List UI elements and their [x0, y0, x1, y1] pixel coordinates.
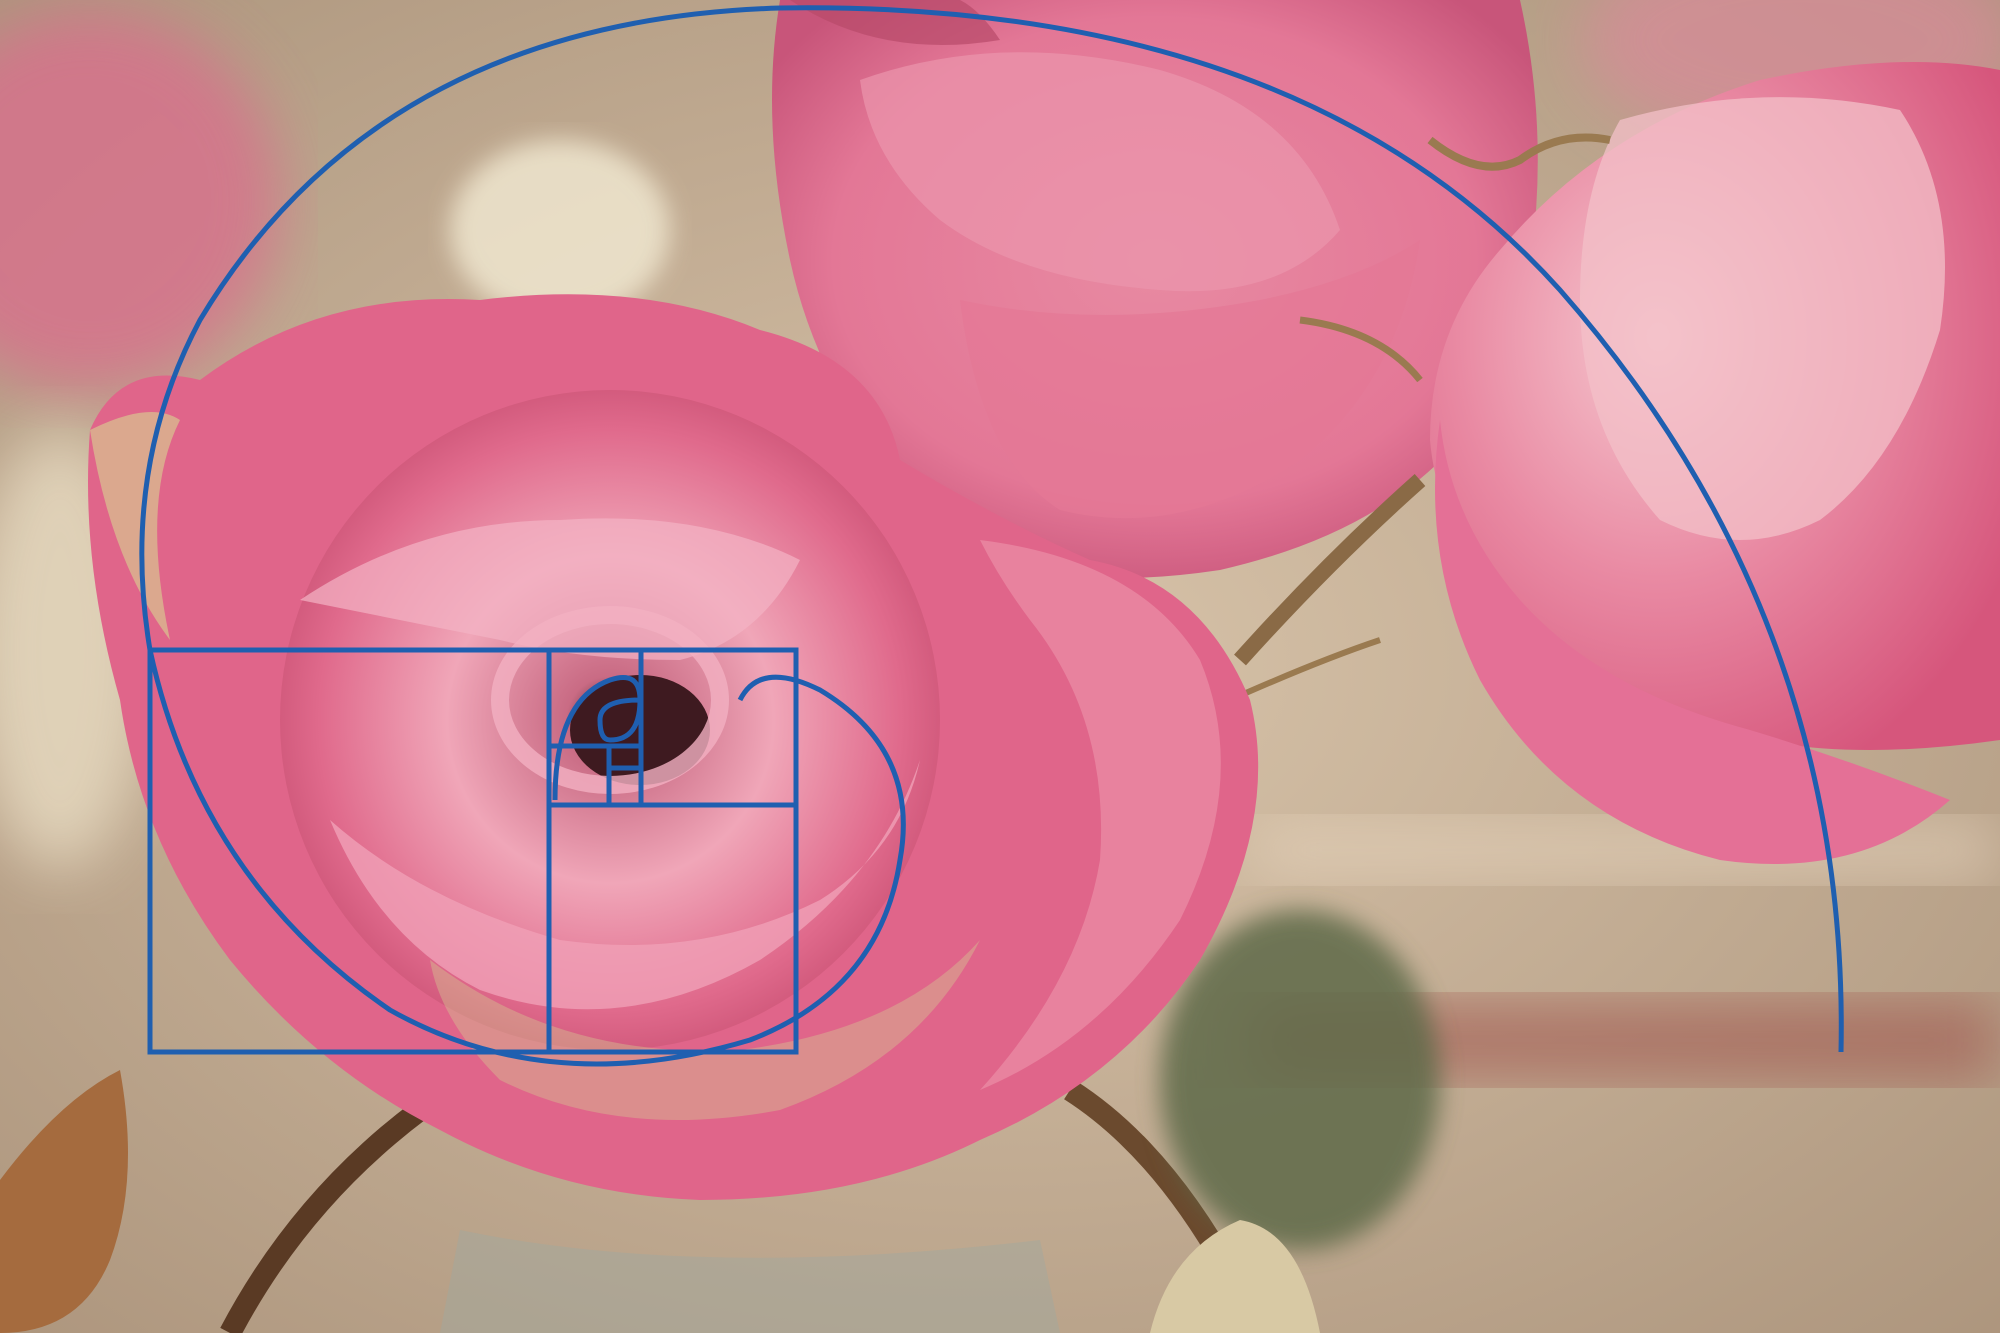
glass-vase	[440, 1230, 1060, 1333]
stem-left	[220, 1101, 427, 1333]
stem-right	[1234, 474, 1426, 666]
blurred-flowers-white	[450, 140, 670, 320]
rose-bud-right	[1228, 62, 2000, 864]
rose-main	[88, 294, 1259, 1200]
dried-leaf-bottom	[1150, 1220, 1320, 1333]
golden-rectangle-outer	[147, 647, 799, 1055]
leaf-green	[1160, 910, 1440, 1250]
golden-spiral-curve	[139, 5, 1844, 1067]
rose-top	[772, 0, 1538, 579]
golden-spiral-overlay	[139, 5, 1844, 1067]
blurred-rose-left	[0, 10, 280, 390]
dried-leaf-left	[0, 1070, 128, 1333]
